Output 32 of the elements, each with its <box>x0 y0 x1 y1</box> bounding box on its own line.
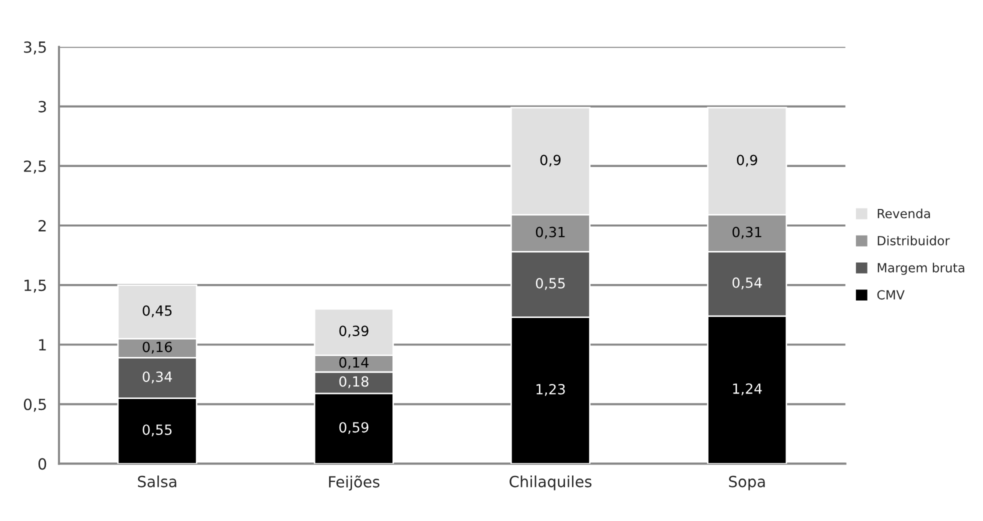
data-label: 0,9 <box>736 154 758 167</box>
data-label: 0,54 <box>732 277 762 290</box>
data-label: 0,9 <box>540 154 561 167</box>
data-label: 0,18 <box>339 376 368 388</box>
data-label: 1,23 <box>536 384 565 396</box>
data-label: 0,14 <box>339 357 369 370</box>
y-tick-label: 3 <box>38 100 46 112</box>
data-label: 0,34 <box>142 371 172 384</box>
y-tick-label: 0,5 <box>24 398 46 412</box>
legend-label: Margem bruta <box>878 262 964 275</box>
y-tick-label: 0 <box>38 458 46 470</box>
y-tick-label: 1,5 <box>24 280 46 293</box>
legend-label: Distribuidor <box>878 236 950 246</box>
y-tick-label: 2,5 <box>24 160 46 174</box>
data-label: 0,31 <box>536 226 565 239</box>
y-tick-label: 3,5 <box>24 41 46 54</box>
data-label: 0,55 <box>536 278 565 290</box>
x-tick-label: Salsa <box>138 475 176 488</box>
data-label: 1,24 <box>733 383 762 396</box>
data-label: 0,39 <box>339 326 368 338</box>
data-label: 0,55 <box>142 424 172 436</box>
x-tick-label: Chilaquiles <box>510 475 592 490</box>
y-tick-label: 1 <box>39 339 46 350</box>
x-tick-label: Feijões <box>329 475 380 491</box>
x-tick-label: Sopa <box>729 476 765 490</box>
legend-label: CMV <box>877 290 905 300</box>
data-label: 0,31 <box>732 226 762 239</box>
data-label: 0,45 <box>142 305 172 318</box>
data-label: 0,59 <box>339 422 368 434</box>
legend-label: Revenda <box>878 208 930 218</box>
data-label: 0,16 <box>142 342 172 354</box>
y-tick-label: 2 <box>38 220 46 232</box>
